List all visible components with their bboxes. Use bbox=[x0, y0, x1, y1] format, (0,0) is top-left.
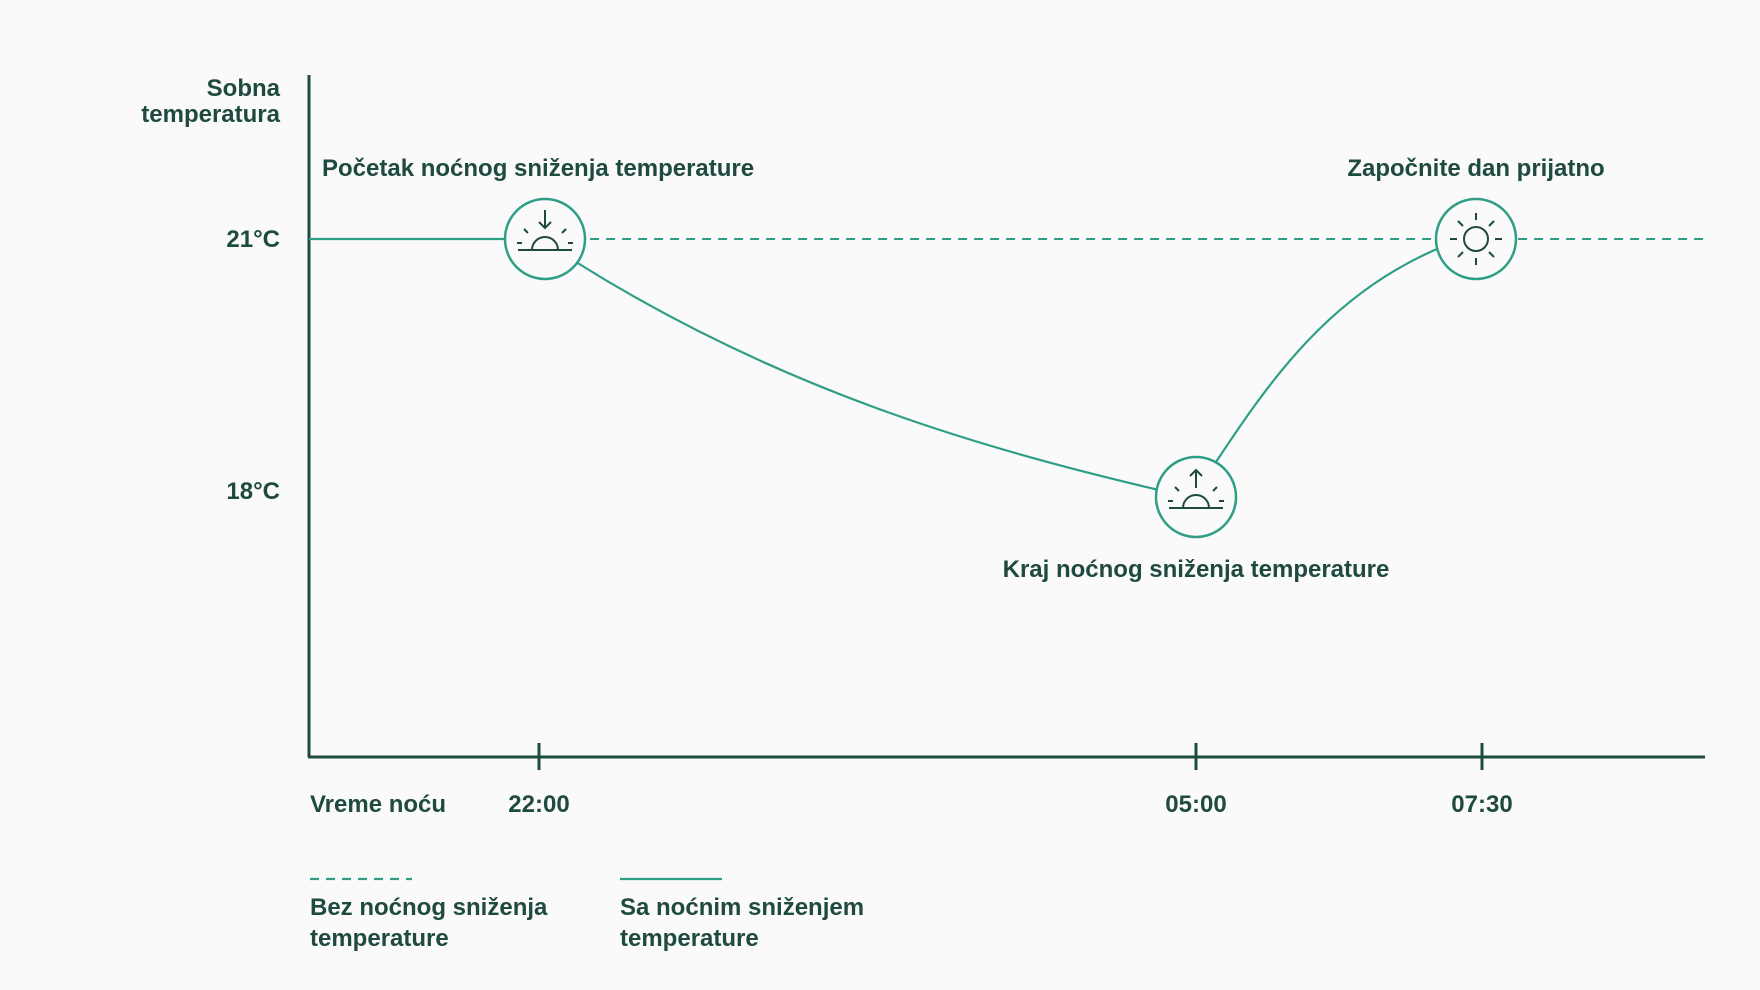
legend-label-line: Bez noćnog sniženja bbox=[310, 894, 548, 921]
sunset-icon bbox=[503, 197, 587, 281]
legend-label-line: Sa noćnim sniženjem bbox=[620, 894, 864, 921]
y-axis-title-line1: Sobna bbox=[207, 75, 281, 102]
sunrise-icon bbox=[1154, 455, 1238, 539]
sun-icon bbox=[1434, 197, 1518, 281]
series-segment-heating bbox=[1215, 247, 1438, 463]
annotation-setback-end: Kraj noćnog sniženja temperature bbox=[1003, 556, 1390, 583]
annotation-setback-start: Početak noćnog sniženja temperature bbox=[322, 155, 754, 182]
legend-label-line: temperature bbox=[310, 925, 449, 952]
y-axis-title-line2: temperatura bbox=[141, 101, 280, 128]
series-segment-cooling bbox=[575, 261, 1160, 492]
x-tick-label: 07:30 bbox=[1451, 791, 1512, 818]
legend: Bez noćnog sniženja temperature Sa noćni… bbox=[310, 877, 864, 952]
y-tick-label: 21°C bbox=[226, 226, 280, 253]
x-tick-label: 05:00 bbox=[1165, 791, 1226, 818]
y-tick-label: 18°C bbox=[226, 478, 280, 505]
x-axis-title: Vreme noću bbox=[310, 791, 446, 818]
x-tick-label: 22:00 bbox=[508, 791, 569, 818]
annotation-start-day: Započnite dan prijatno bbox=[1347, 155, 1604, 182]
legend-label-line: temperature bbox=[620, 925, 759, 952]
series-line-with-setback bbox=[309, 237, 1438, 492]
